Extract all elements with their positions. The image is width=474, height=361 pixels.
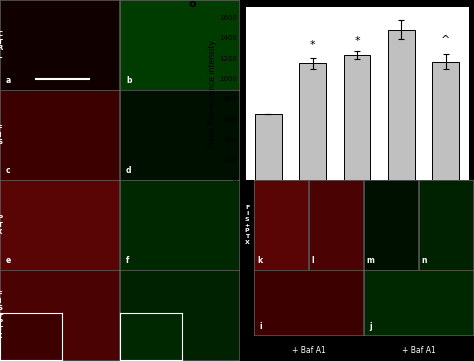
Text: a: a: [6, 75, 11, 84]
Text: *: *: [354, 36, 360, 46]
Y-axis label: Mean fluorescence intensity: Mean fluorescence intensity: [208, 40, 217, 148]
Text: i: i: [260, 322, 262, 331]
Text: l: l: [312, 256, 314, 265]
Text: e: e: [6, 256, 11, 265]
Text: P
T
X: P T X: [0, 215, 3, 235]
Text: F
I
S
+
P
T
X: F I S + P T X: [0, 291, 3, 339]
Text: C
T
R
L: C T R L: [0, 31, 3, 58]
Text: n: n: [422, 256, 427, 265]
Text: + Baf A1: + Baf A1: [402, 346, 436, 355]
Bar: [299, 63, 326, 180]
Text: $S$•#: $S$•#: [390, 0, 413, 9]
Bar: [255, 114, 282, 180]
Bar: [432, 62, 459, 180]
Text: F
I
S
+
P
T
X: F I S + P T X: [245, 205, 250, 245]
Text: c: c: [6, 166, 10, 175]
Text: ^: ^: [441, 35, 450, 45]
Bar: [388, 30, 415, 180]
Text: *: *: [310, 40, 315, 51]
Text: k: k: [257, 256, 262, 265]
Text: f: f: [126, 256, 129, 265]
Text: j: j: [370, 322, 372, 331]
Text: m: m: [367, 256, 374, 265]
Bar: [344, 55, 370, 180]
Text: d: d: [126, 166, 131, 175]
Text: F
I
S: F I S: [0, 125, 2, 145]
Text: b: b: [126, 75, 131, 84]
Text: h: h: [126, 345, 131, 355]
Text: o: o: [189, 0, 196, 9]
Text: + Baf A1: + Baf A1: [292, 346, 326, 355]
Text: g: g: [6, 345, 11, 355]
